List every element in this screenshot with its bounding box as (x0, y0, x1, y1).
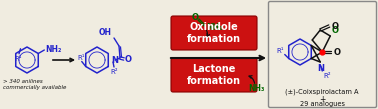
Text: NH₂: NH₂ (206, 22, 222, 32)
Text: NH₂: NH₂ (45, 45, 62, 54)
Text: R¹: R¹ (14, 56, 22, 62)
Text: R²: R² (110, 69, 118, 75)
Text: N: N (111, 55, 118, 65)
FancyBboxPatch shape (171, 58, 257, 92)
Text: O: O (125, 54, 132, 64)
Text: R²: R² (323, 73, 331, 79)
Text: OH: OH (99, 28, 112, 37)
FancyBboxPatch shape (268, 2, 376, 107)
Text: NH₃: NH₃ (248, 83, 264, 93)
Text: > 340 anilines
commercially available: > 340 anilines commercially available (3, 79, 67, 90)
Text: Lactone
formation: Lactone formation (187, 64, 241, 86)
Text: Oxindole
formation: Oxindole formation (187, 22, 241, 44)
Text: O: O (331, 21, 338, 31)
Text: R¹: R¹ (276, 48, 284, 54)
Text: O: O (333, 48, 340, 56)
Text: O: O (331, 26, 338, 35)
Text: R¹: R¹ (77, 54, 85, 60)
FancyBboxPatch shape (171, 16, 257, 50)
Text: +: + (319, 95, 325, 104)
Text: O: O (192, 14, 198, 22)
Text: 29 analogues: 29 analogues (299, 101, 344, 107)
Text: (±)-Coixspirolactam A: (±)-Coixspirolactam A (285, 88, 359, 95)
Text: N: N (317, 64, 324, 73)
